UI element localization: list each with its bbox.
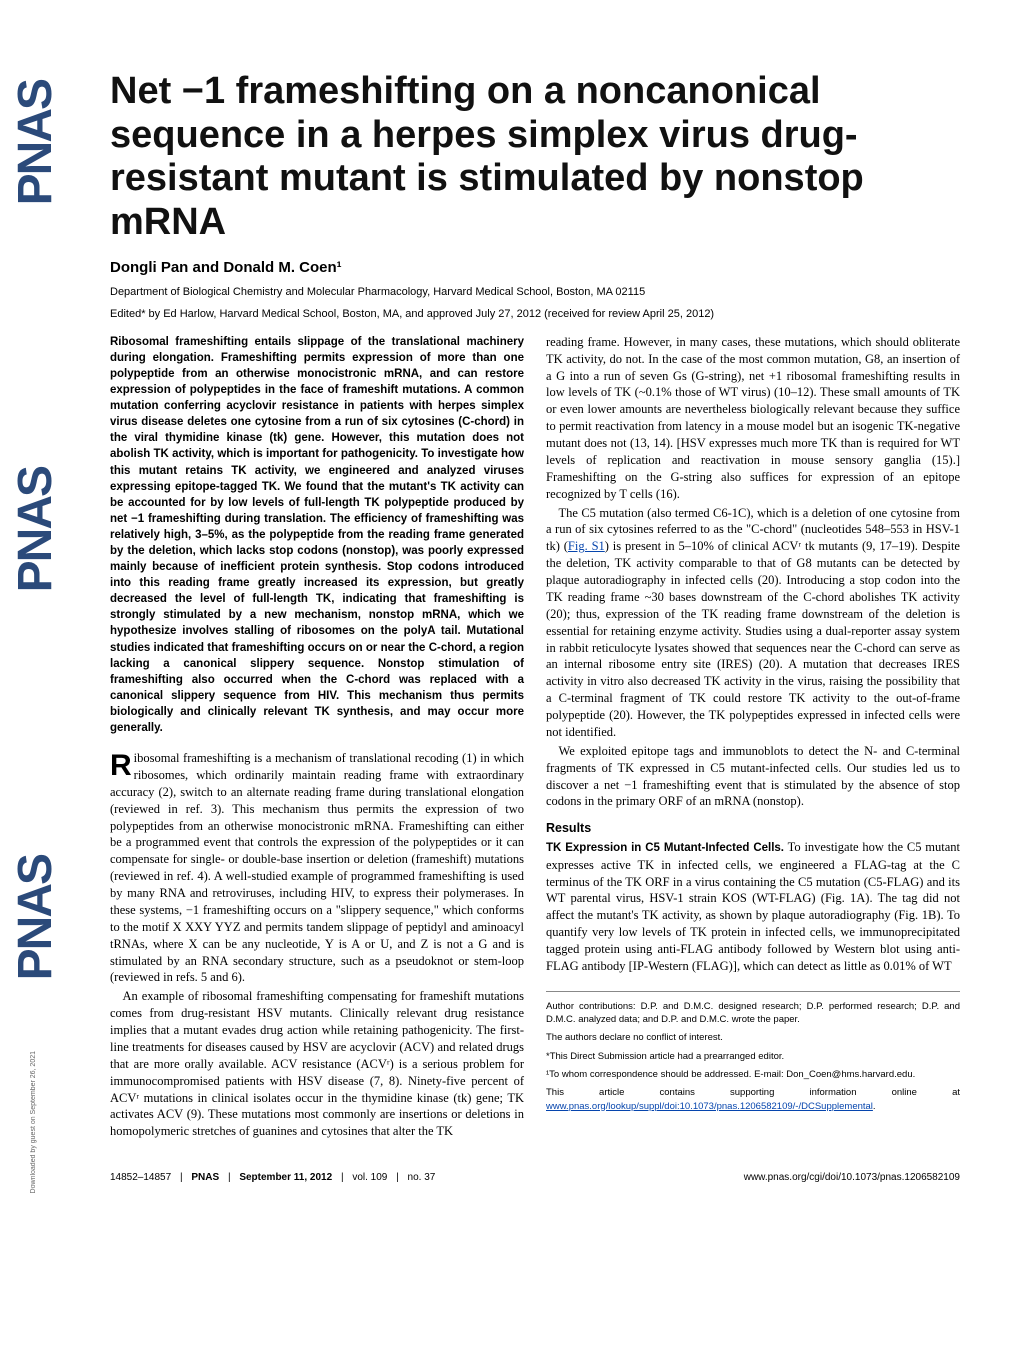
results-body: To investigate how the C5 mutant express…	[546, 840, 960, 973]
article-body-columns: Ribosomal frameshifting entails slippage…	[110, 334, 960, 1142]
fig-s1-link[interactable]: Fig. S1	[568, 539, 605, 553]
footer-sep-3: |	[341, 1172, 344, 1183]
page-footer: 14852–14857 | PNAS | September 11, 2012 …	[110, 1166, 960, 1183]
editor-line: Edited* by Ed Harlow, Harvard Medical Sc…	[110, 308, 960, 320]
article-title: Net −1 frameshifting on a noncanonical s…	[110, 70, 960, 245]
body-para-3: reading frame. However, in many cases, t…	[546, 334, 960, 503]
footnote-editor: *This Direct Submission article had a pr…	[546, 1050, 960, 1063]
footer-sep-1: |	[180, 1172, 183, 1183]
affiliation: Department of Biological Chemistry and M…	[110, 286, 960, 298]
footer-journal: PNAS	[191, 1172, 219, 1183]
footnotes-block: Author contributions: D.P. and D.M.C. de…	[546, 991, 960, 1113]
footnote-si: This article contains supporting informa…	[546, 1086, 960, 1113]
abstract: Ribosomal frameshifting entails slippage…	[110, 334, 524, 736]
footer-sep-4: |	[396, 1172, 399, 1183]
body-para-4b: ) is present in 5–10% of clinical ACVʳ t…	[546, 539, 960, 739]
body-para-2: An example of ribosomal frameshifting co…	[110, 988, 524, 1140]
footnote-coi: The authors declare no conflict of inter…	[546, 1031, 960, 1044]
footer-vol: vol. 109	[352, 1172, 387, 1183]
body-para-5: We exploited epitope tags and immunoblot…	[546, 743, 960, 811]
footnote-si-b: .	[873, 1101, 876, 1112]
results-para: TK Expression in C5 Mutant-Infected Cell…	[546, 839, 960, 975]
footer-pages: 14852–14857	[110, 1172, 171, 1183]
footnote-si-a: This article contains supporting informa…	[546, 1087, 960, 1098]
body-para-1: Ribosomal frameshifting is a mechanism o…	[110, 750, 524, 986]
authors: Dongli Pan and Donald M. Coen¹	[110, 259, 960, 276]
footer-date: September 11, 2012	[239, 1172, 332, 1183]
results-heading: Results	[546, 820, 960, 837]
results-runin: TK Expression in C5 Mutant-Infected Cell…	[546, 842, 784, 854]
footnote-correspondence: ¹To whom correspondence should be addres…	[546, 1068, 960, 1081]
footer-left: 14852–14857 | PNAS | September 11, 2012 …	[110, 1172, 435, 1183]
footnote-author-contributions: Author contributions: D.P. and D.M.C. de…	[546, 1000, 960, 1027]
footer-issue: no. 37	[408, 1172, 436, 1183]
article-page: Net −1 frameshifting on a noncanonical s…	[0, 0, 1020, 1223]
si-link[interactable]: www.pnas.org/lookup/suppl/doi:10.1073/pn…	[546, 1101, 873, 1112]
footer-sep-2: |	[228, 1172, 231, 1183]
footer-right: www.pnas.org/cgi/doi/10.1073/pnas.120658…	[744, 1172, 960, 1183]
body-para-4: The C5 mutation (also termed C6-1C), whi…	[546, 505, 960, 741]
